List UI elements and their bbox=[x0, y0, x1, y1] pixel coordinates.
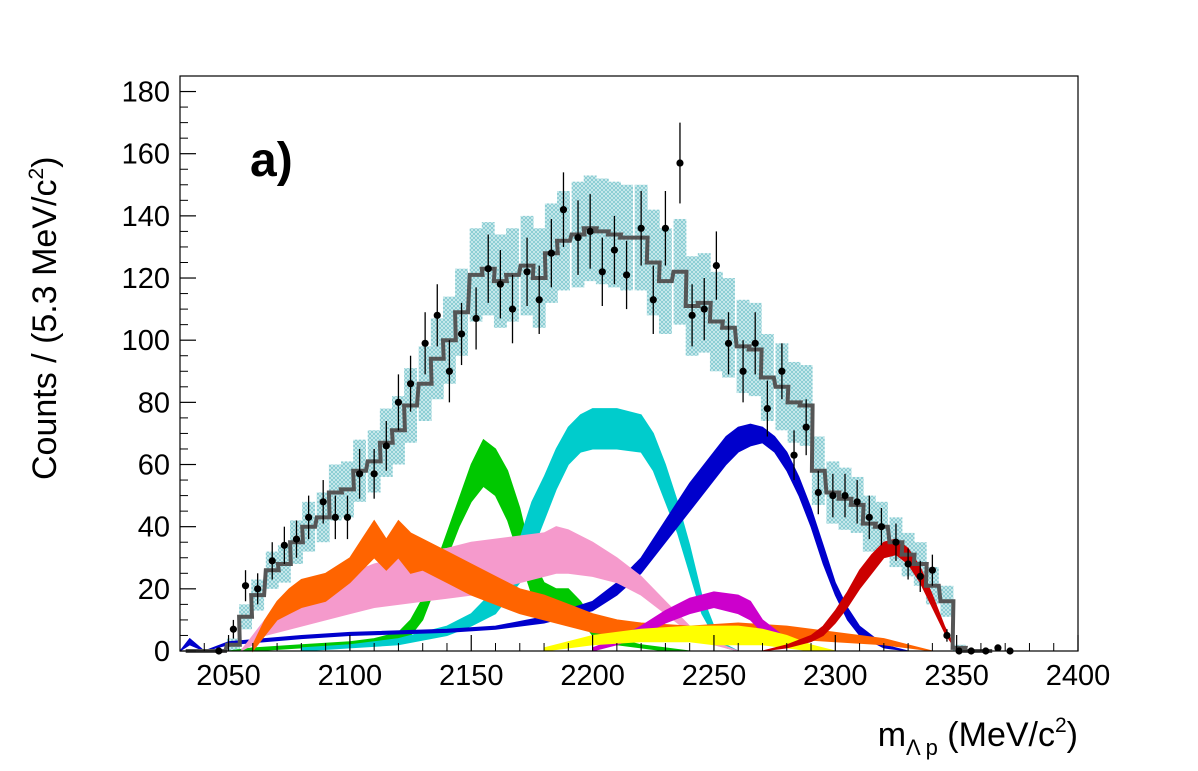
data-point bbox=[712, 261, 720, 270]
x-axis-title: mΛ p (MeV/c2) bbox=[878, 714, 1078, 760]
data-point bbox=[280, 541, 288, 549]
data-point bbox=[802, 423, 810, 431]
y-axis-title-sup: 2 bbox=[25, 168, 48, 180]
data-point bbox=[763, 404, 771, 413]
data-point bbox=[496, 280, 504, 288]
x-axis-title-unit-post: ) bbox=[1067, 716, 1078, 754]
data-point bbox=[508, 305, 517, 313]
data-point bbox=[814, 488, 822, 497]
data-point bbox=[356, 470, 364, 478]
y-axis-title-main: Counts / (5.3 MeV/c bbox=[26, 180, 64, 480]
data-point bbox=[928, 566, 936, 574]
data-point bbox=[457, 330, 466, 338]
data-point bbox=[994, 644, 1002, 652]
y-tick-label: 120 bbox=[122, 263, 170, 295]
data-point bbox=[292, 535, 301, 543]
x-tick-label: 2050 bbox=[196, 660, 261, 692]
y-tick-label: 160 bbox=[122, 139, 170, 171]
data-point bbox=[790, 451, 798, 459]
x-axis-title-unit-sup: 2 bbox=[1055, 714, 1067, 737]
panel-label: a) bbox=[250, 134, 293, 187]
data-point bbox=[904, 560, 912, 568]
data-point bbox=[484, 265, 492, 273]
data-point bbox=[916, 572, 924, 581]
data-point bbox=[254, 585, 262, 593]
data-point bbox=[421, 339, 429, 347]
x-tick-label: 2400 bbox=[1046, 660, 1111, 692]
data-point bbox=[472, 314, 480, 323]
y-tick-label: 180 bbox=[122, 77, 170, 109]
x-tick-label: 2100 bbox=[318, 660, 383, 692]
band-blue bbox=[179, 423, 933, 652]
y-axis-title: Counts / (5.3 MeV/c2) bbox=[25, 157, 64, 480]
data-point bbox=[724, 339, 733, 347]
axes: 2050 2100 2150 2200 2250 2300 2350 2400 0 20 40 60 8… bbox=[122, 75, 1111, 692]
data-point bbox=[319, 498, 327, 506]
data-point bbox=[406, 380, 415, 388]
data-point bbox=[778, 367, 786, 375]
y-tick-label: 40 bbox=[138, 512, 170, 544]
data-point bbox=[892, 538, 900, 546]
x-axis-title-unit-pre: (MeV/c bbox=[938, 716, 1055, 754]
data-point bbox=[394, 398, 403, 406]
data-points bbox=[215, 122, 1014, 655]
y-tick-label: 100 bbox=[122, 325, 170, 357]
data-point bbox=[829, 491, 837, 500]
data-point bbox=[943, 631, 951, 640]
data-point bbox=[305, 513, 313, 521]
data-point bbox=[751, 339, 759, 347]
data-point bbox=[676, 159, 684, 167]
data-point bbox=[853, 498, 861, 506]
data-point bbox=[523, 268, 531, 276]
data-point bbox=[586, 227, 594, 236]
y-tick-label: 140 bbox=[122, 201, 170, 233]
x-tick-label: 2200 bbox=[560, 660, 625, 692]
data-point bbox=[535, 296, 543, 304]
plot-frame bbox=[179, 75, 1079, 652]
data-point bbox=[343, 513, 352, 521]
data-point bbox=[229, 625, 237, 633]
data-point bbox=[637, 224, 645, 232]
data-point bbox=[688, 311, 696, 319]
x-tick-label: 2350 bbox=[924, 660, 989, 692]
data-point bbox=[649, 296, 657, 304]
data-point bbox=[268, 557, 276, 565]
x-axis-title-sub: Λ p bbox=[906, 735, 938, 760]
data-point bbox=[610, 246, 619, 254]
data-point bbox=[700, 305, 708, 313]
data-point bbox=[877, 523, 886, 531]
data-point bbox=[598, 268, 606, 276]
data-point bbox=[841, 491, 849, 500]
data-point bbox=[445, 367, 453, 375]
y-tick-label: 60 bbox=[138, 450, 170, 482]
data-point bbox=[547, 249, 555, 257]
data-point bbox=[661, 224, 670, 232]
x-axis-title-main: m bbox=[878, 716, 906, 754]
data-point bbox=[739, 367, 747, 375]
x-tick-label: 2150 bbox=[439, 660, 504, 692]
data-point bbox=[622, 271, 631, 279]
data-point bbox=[433, 311, 441, 319]
systematic-uncertainty-band bbox=[226, 175, 966, 651]
data-point bbox=[241, 582, 250, 590]
y-tick-label: 20 bbox=[138, 574, 170, 606]
x-tick-label: 2300 bbox=[803, 660, 868, 692]
data-point bbox=[574, 234, 582, 242]
y-tick-label: 0 bbox=[154, 636, 170, 668]
y-tick-label: 80 bbox=[138, 387, 170, 419]
data-point bbox=[559, 206, 568, 214]
data-point bbox=[382, 442, 390, 450]
data-point bbox=[331, 513, 339, 521]
band-orange bbox=[252, 519, 933, 653]
data-point bbox=[370, 470, 378, 478]
x-tick-label: 2250 bbox=[682, 660, 747, 692]
data-point bbox=[865, 513, 873, 521]
y-axis-title-post: ) bbox=[26, 157, 64, 168]
